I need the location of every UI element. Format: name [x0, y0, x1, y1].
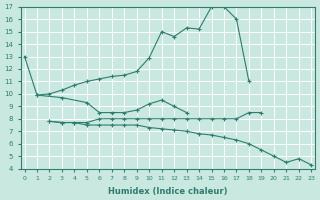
- X-axis label: Humidex (Indice chaleur): Humidex (Indice chaleur): [108, 187, 228, 196]
